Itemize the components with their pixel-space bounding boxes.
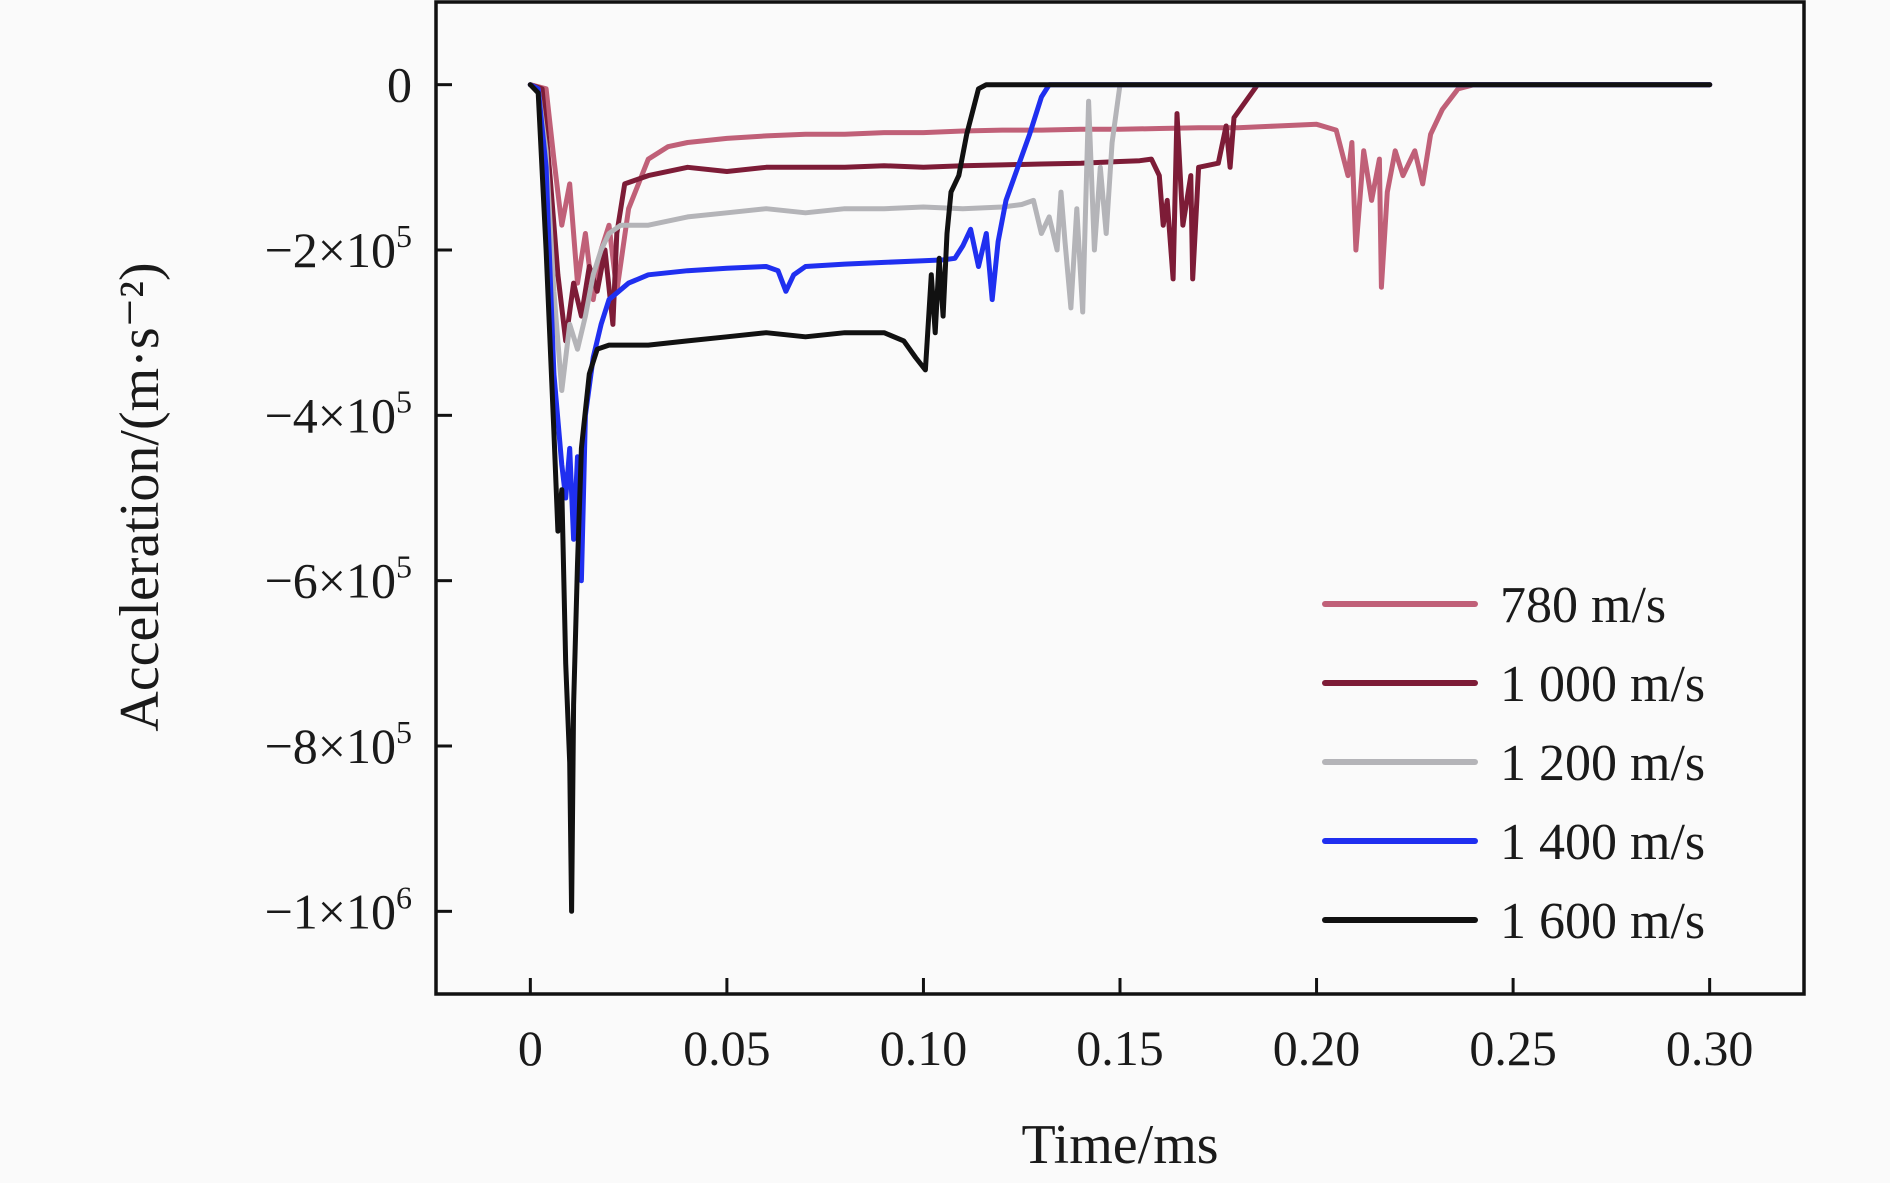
- x-tick-label: 0.05: [683, 1020, 771, 1076]
- legend: 780 m/s 1 000 m/s 1 200 m/s 1 400 m/s 1 600 …: [1322, 577, 1705, 950]
- x-tick-label: 0.10: [880, 1020, 968, 1076]
- legend-label: 780 m/s: [1500, 577, 1666, 634]
- x-tick-label: 0.15: [1076, 1020, 1164, 1076]
- y-tick-label: −1×106: [265, 879, 412, 939]
- x-tick-label: 0.30: [1666, 1020, 1754, 1076]
- legend-label: 1 600 m/s: [1500, 893, 1705, 950]
- series-line-4: [527, 82, 1713, 584]
- y-tick-label: −4×105: [265, 383, 412, 443]
- y-tick-label: −2×105: [265, 218, 412, 278]
- x-tick-label: 0: [518, 1020, 543, 1076]
- series-line-3: [527, 82, 1713, 393]
- series-layer: [527, 82, 1713, 914]
- legend-label: 1 200 m/s: [1500, 735, 1705, 792]
- x-tick-label: 0.25: [1469, 1020, 1557, 1076]
- y-tick-label: −8×105: [265, 714, 412, 774]
- series-line-2: [527, 82, 1713, 344]
- series-line-5: [527, 82, 1713, 914]
- y-axis-label: Acceleration/(m·s⁻²): [109, 262, 171, 731]
- y-tick-label: −6×105: [265, 549, 412, 609]
- x-axis: 0 0.05 0.10 0.15 0.20 0.25 0.30: [518, 978, 1754, 1076]
- x-axis-label: Time/ms: [1021, 1114, 1218, 1176]
- legend-label: 1 000 m/s: [1500, 656, 1705, 713]
- legend-label: 1 400 m/s: [1500, 814, 1705, 871]
- y-tick-label: 0: [387, 57, 412, 113]
- x-tick-label: 0.20: [1273, 1020, 1361, 1076]
- y-axis: 0 −2×105 −4×105 −6×105 −8×105 −1×106: [265, 57, 452, 939]
